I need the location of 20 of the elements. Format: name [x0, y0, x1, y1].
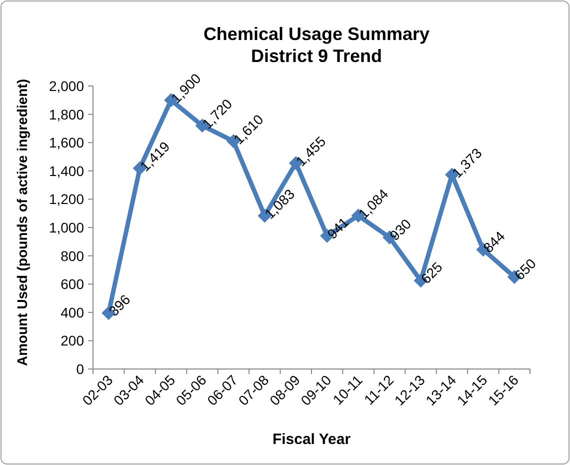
data-label: 941	[324, 214, 352, 242]
y-tick-label: 1,000	[48, 220, 84, 236]
y-tick-label: 0	[76, 361, 84, 377]
y-tick-label: 1,800	[48, 106, 84, 122]
data-label: 844	[480, 228, 508, 256]
data-label: 930	[386, 216, 414, 244]
chart-title: Chemical Usage Summary District 9 Trend	[203, 24, 430, 66]
y-tick-label: 600	[60, 276, 84, 292]
data-label: 625	[418, 258, 446, 287]
y-tick-label: 800	[60, 248, 84, 264]
y-tick-label: 400	[60, 304, 84, 320]
y-axis-title: Amount Used (pounds of active ingredient)	[14, 78, 30, 366]
data-label: 396	[105, 291, 134, 320]
y-tick-label: 1,600	[48, 134, 84, 151]
data-label: 650	[511, 255, 540, 284]
y-tick-label: 200	[60, 332, 84, 349]
y-tick-label: 1,200	[48, 191, 84, 208]
y-tick-label: 1,400	[48, 162, 84, 179]
y-tick-label: 2,000	[48, 78, 84, 94]
x-axis-title: Fiscal Year	[272, 431, 351, 448]
